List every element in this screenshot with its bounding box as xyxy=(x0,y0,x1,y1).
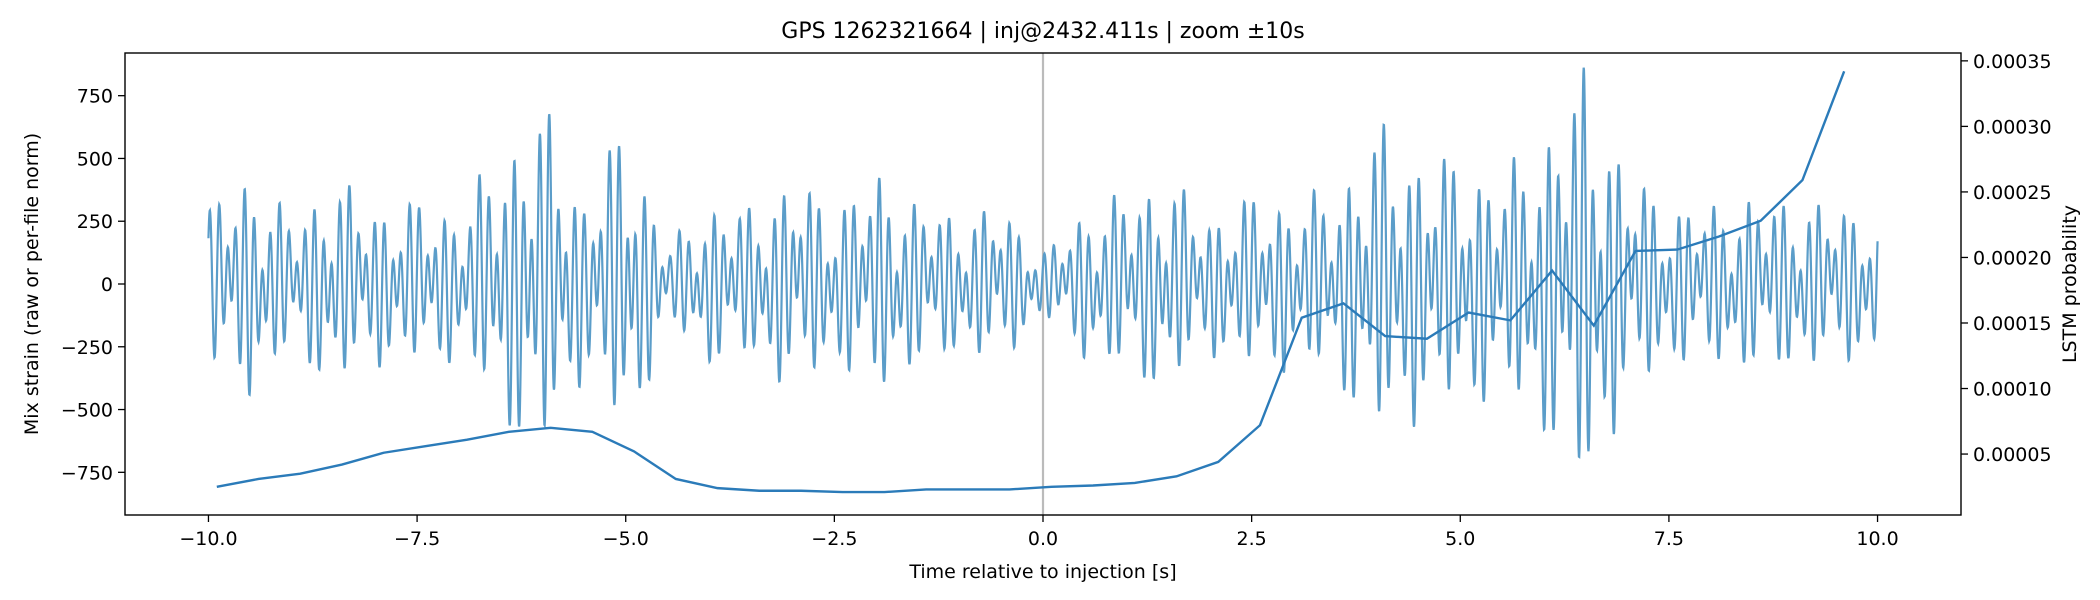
y2-tick-label: 0.00035 xyxy=(1973,51,2052,73)
y2-tick-label: 0.00015 xyxy=(1973,313,2052,335)
x-tick-label: 10.0 xyxy=(1856,528,1898,550)
y-tick-label: 0 xyxy=(101,274,113,296)
x-tick-label: 5.0 xyxy=(1445,528,1475,550)
x-tick-label: −5.0 xyxy=(603,528,649,550)
y-axis: −750 −500 −250 0 250 500 750 xyxy=(61,86,125,484)
x-tick-label: −7.5 xyxy=(394,528,440,550)
y-axis-label: Mix strain (raw or per-file norm) xyxy=(21,133,43,435)
y2-axis-label: LSTM probability xyxy=(2059,205,2081,363)
y-tick-label: 750 xyxy=(77,86,113,108)
y-tick-label: −750 xyxy=(61,462,113,484)
x-axis-label: Time relative to injection [s] xyxy=(908,561,1176,583)
x-tick-label: 0.0 xyxy=(1028,528,1058,550)
x-tick-label: 7.5 xyxy=(1654,528,1684,550)
chart-title: GPS 1262321664 | inj@2432.411s | zoom ±1… xyxy=(781,19,1304,44)
y2-tick-label: 0.00020 xyxy=(1973,247,2052,269)
y2-tick-label: 0.00005 xyxy=(1973,444,2052,466)
x-tick-label: −10.0 xyxy=(179,528,237,550)
x-tick-label: −2.5 xyxy=(811,528,857,550)
y2-axis: 0.00005 0.00010 0.00015 0.00020 0.00025 0.000… xyxy=(1961,51,2052,466)
y-tick-label: 500 xyxy=(77,148,113,170)
y-tick-label: −250 xyxy=(61,337,113,359)
lstm-probability-line xyxy=(216,70,1846,494)
plot-area xyxy=(207,53,1879,515)
x-tick-label: 2.5 xyxy=(1237,528,1267,550)
strain-series-line xyxy=(207,67,1879,459)
y2-tick-label: 0.00025 xyxy=(1973,182,2052,204)
y-tick-label: 250 xyxy=(77,211,113,233)
y-tick-label: −500 xyxy=(61,400,113,422)
y2-tick-label: 0.00010 xyxy=(1973,379,2052,401)
y2-tick-label: 0.00030 xyxy=(1973,116,2052,138)
x-axis: −10.0 −7.5 −5.0 −2.5 0.0 2.5 5.0 7.5 10.0 xyxy=(179,515,1899,550)
